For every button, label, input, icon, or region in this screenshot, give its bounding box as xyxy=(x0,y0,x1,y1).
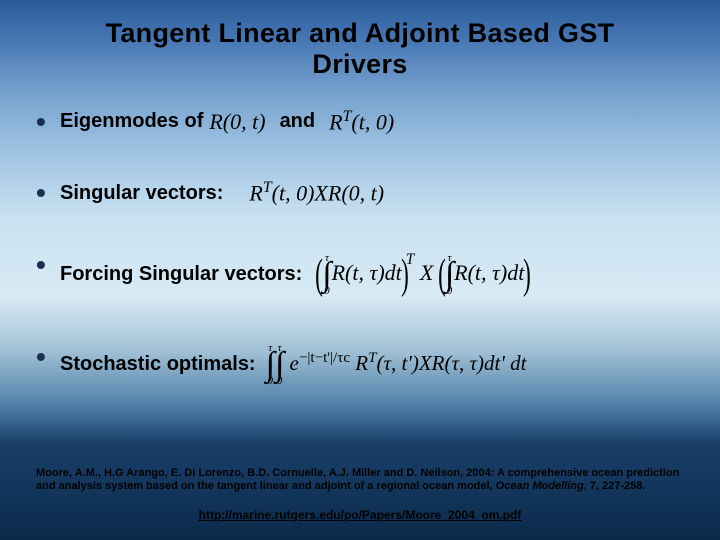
slide: Tangent Linear and Adjoint Based GST Dri… xyxy=(0,0,720,540)
formula-rt-t0: RT(t, 0) xyxy=(329,108,394,135)
citation-text-2: , 7, 227-258. xyxy=(584,480,646,492)
formula-sv: RT(t, 0)XR(0, t) xyxy=(249,179,384,206)
connector-and: and xyxy=(280,110,316,133)
reference-link[interactable]: http://marine.rutgers.edu/po/Papers/Moor… xyxy=(0,508,720,522)
bullet-label: Forcing Singular vectors: xyxy=(60,263,302,286)
slide-title: Tangent Linear and Adjoint Based GST Dri… xyxy=(36,18,684,80)
title-line-2: Drivers xyxy=(312,49,407,79)
bullet-list: Eigenmodes of R(0, t) and RT(t, 0) Singu… xyxy=(36,108,684,387)
bullet-label: Stochastic optimals: xyxy=(60,353,256,376)
bullet-label: Eigenmodes of xyxy=(60,110,203,133)
bullet-stochastic-optimals: Stochastic optimals: τ∫0τ∫0 e−|t−t'|/τc … xyxy=(36,343,684,387)
formula-so: τ∫0τ∫0 e−|t−t'|/τc RT(τ, t')XR(τ, τ)dt' … xyxy=(266,343,527,387)
bullet-singular-vectors: Singular vectors: RT(t, 0)XR(0, t) xyxy=(36,179,684,206)
formula-r0t: R(0, t) xyxy=(209,109,265,135)
bullet-eigenmodes: Eigenmodes of R(0, t) and RT(t, 0) xyxy=(36,108,684,135)
formula-fsv: (τ∫0R(t, τ)dt)T X (τ∫0R(t, τ)dt) xyxy=(316,251,530,299)
bullet-forcing-sv: Forcing Singular vectors: (τ∫0R(t, τ)dt)… xyxy=(36,251,684,299)
title-line-1: Tangent Linear and Adjoint Based GST xyxy=(106,18,615,48)
citation: Moore, A.M., H.G Arango, E. Di Lorenzo, … xyxy=(36,467,684,495)
bullet-label: Singular vectors: xyxy=(60,182,223,205)
citation-journal: Ocean Modelling xyxy=(496,480,584,492)
